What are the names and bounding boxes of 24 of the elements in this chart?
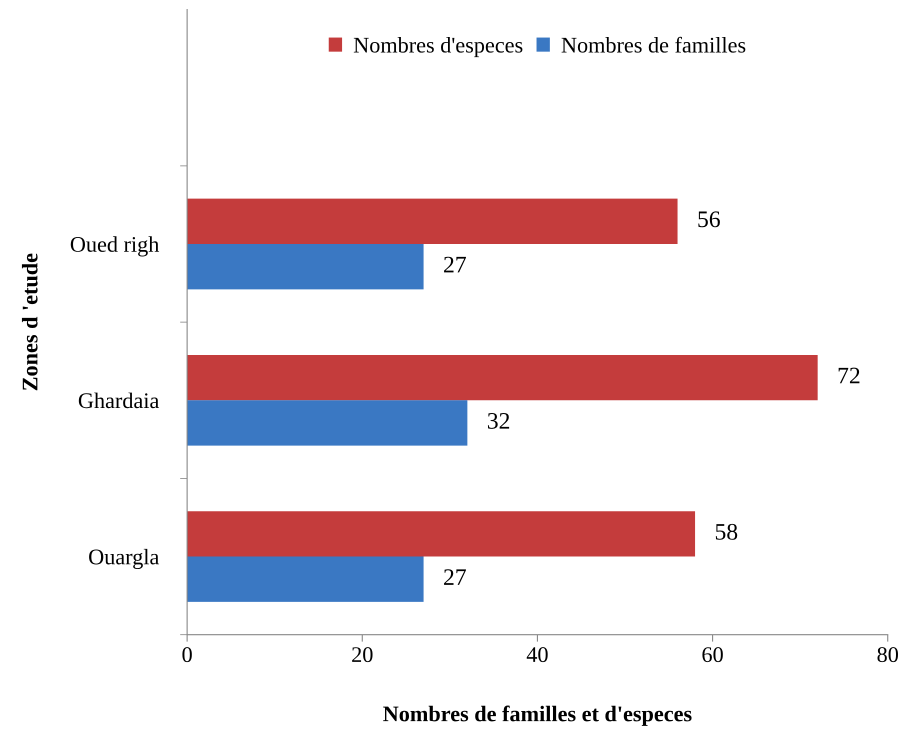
legend-label: Nombres de familles [562,36,746,53]
bar [187,400,468,446]
y-tick-label: Ouargla [89,548,160,570]
y-tick-label: Ghardaia [78,392,160,408]
bar [187,354,818,400]
x-tick-label: 80 [877,647,898,662]
data-label: 32 [488,412,510,429]
x-tick-label: 40 [526,647,548,662]
x-tick-label: 0 [182,647,192,662]
x-axis-title: Nombres de familles et d'especes [383,706,692,726]
y-tick-label: Oued righ [70,236,160,257]
data-label: 72 [838,368,860,384]
bar [187,198,678,244]
bar [187,244,424,290]
y-axis-title: Zones d 'etude [22,254,38,390]
x-tick-label: 60 [702,647,723,662]
bar [187,511,696,557]
data-label: 27 [444,569,466,585]
data-label: 56 [698,211,720,228]
data-label: 58 [716,524,738,540]
x-tick-label: 20 [352,647,373,662]
bar [187,556,424,602]
data-label: 27 [444,256,466,272]
legend-label: Nombres d'especes [354,37,522,58]
